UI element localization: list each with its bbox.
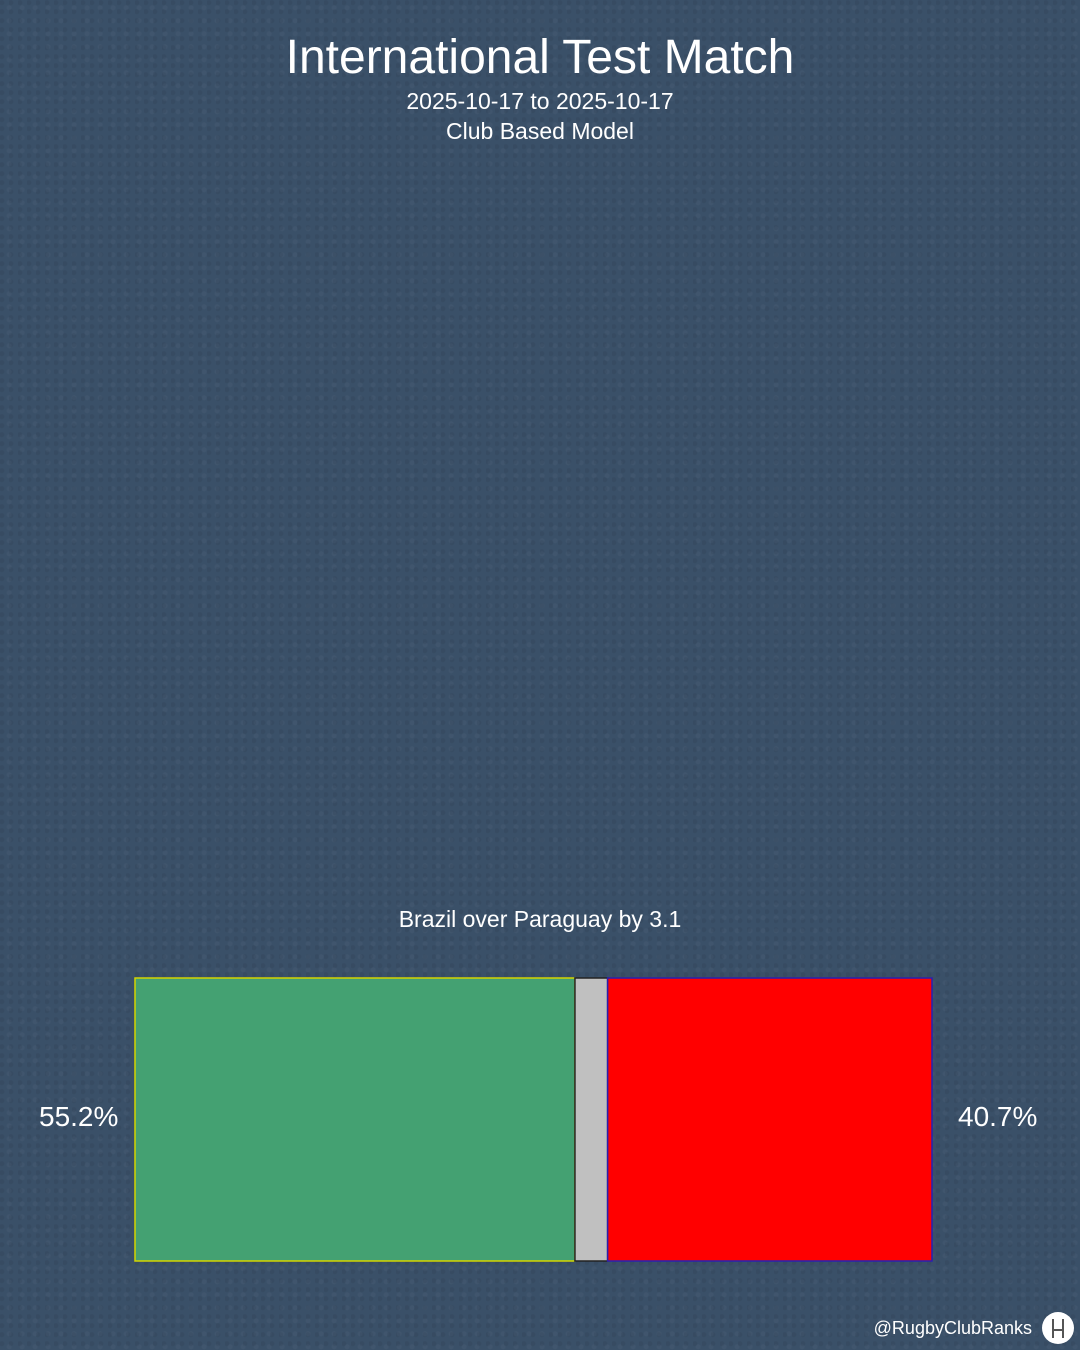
rugby-posts-icon (1042, 1312, 1074, 1344)
footer: @RugbyClubRanks (874, 1312, 1074, 1344)
home-win-bar (134, 977, 576, 1262)
away-win-bar (606, 977, 933, 1262)
twitter-handle[interactable]: @RugbyClubRanks (873, 1318, 1032, 1338)
draw-bar (574, 977, 609, 1262)
date-range: 2025-10-17 to 2025-10-17 (406, 88, 674, 114)
chart-header: International Test Match 2025-10-17 to 2… (0, 30, 1080, 146)
model-label: Club Based Model (446, 118, 634, 144)
away-win-pct-label: 40.7% (958, 1101, 1038, 1132)
match-summary: Brazil over Paraguay by 3.1 (398, 906, 682, 932)
home-win-pct-label: 55.2% (39, 1101, 119, 1132)
chart-title: International Test Match (285, 31, 795, 84)
